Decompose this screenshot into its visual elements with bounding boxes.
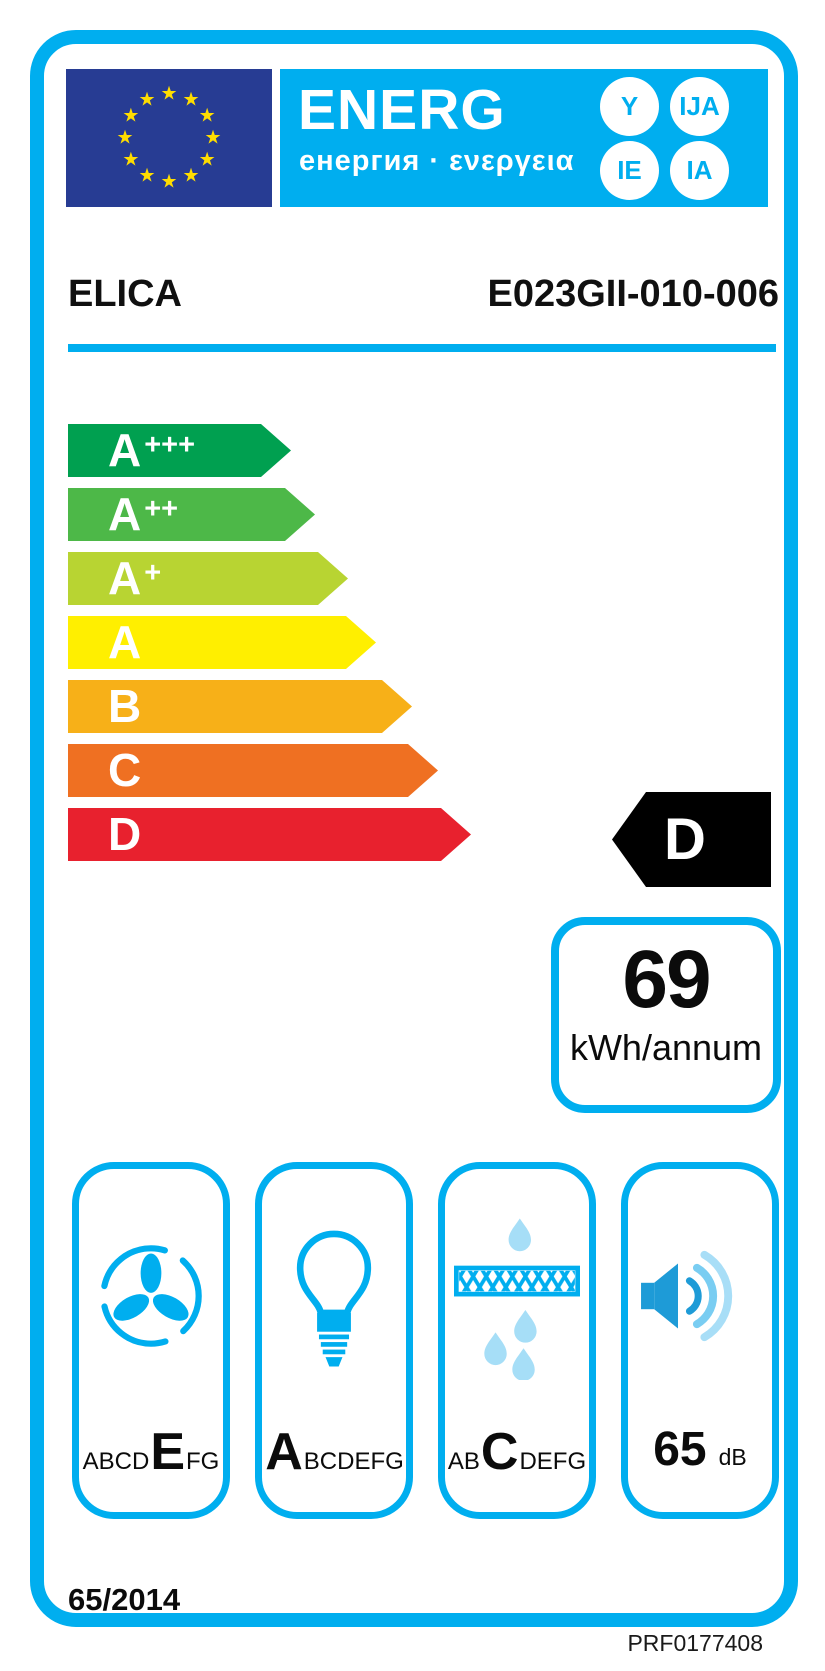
eu-star-icon: ★: [138, 165, 156, 187]
rating-arrow-d: D: [68, 808, 471, 861]
badge-y: Y: [600, 77, 659, 136]
rating-arrow-a++: A ++: [68, 488, 315, 541]
grease-filter-icon: [454, 1218, 580, 1380]
annual-energy-box: 69 kWh/annum: [551, 917, 781, 1113]
rating-scale: A +++ A ++ A + A B C D: [68, 424, 471, 872]
energy-label: ★ ★ ★ ★ ★ ★ ★ ★ ★ ★ ★ ★ ENERG енергия · ενεργεια Y …: [30, 30, 798, 1627]
brand-row: ELICA E023GII-010-006: [68, 266, 779, 316]
badge-ija: IJA: [670, 77, 729, 136]
energ-wordmark: ENERG: [298, 78, 506, 142]
reference-code: PRF0177408: [627, 1630, 763, 1656]
feature-grease-filter: AB C DEFG: [438, 1162, 596, 1519]
eu-star-icon: ★: [116, 127, 134, 149]
badge-ia: IA: [670, 141, 729, 200]
brand-name: ELICA: [68, 273, 182, 315]
eu-star-icon: ★: [182, 165, 200, 187]
feature-boxes: ABCD E FG A BCDEFG: [72, 1162, 779, 1519]
selected-rating-arrow: D: [612, 792, 771, 887]
feature-noise: 65 dB: [621, 1162, 779, 1519]
eu-star-icon: ★: [122, 105, 140, 127]
divider-rule: [68, 344, 776, 352]
rating-arrow-c: C: [68, 744, 438, 797]
eu-star-icon: ★: [198, 149, 216, 171]
language-badges: Y IJA IE IA: [600, 77, 730, 200]
rating-arrow-a+: A +: [68, 552, 348, 605]
rating-arrow-a+++: A +++: [68, 424, 291, 477]
badge-ie: IE: [600, 141, 659, 200]
model-number: E023GII-010-006: [487, 273, 779, 315]
annual-energy-unit: kWh/annum: [569, 1027, 763, 1068]
energ-subtitle: енергия · ενεργεια: [299, 145, 575, 177]
eu-star-icon: ★: [138, 89, 156, 111]
energ-header: ENERG енергия · ενεργεια Y IJA IE IA: [280, 69, 768, 207]
noise-text: 65 dB: [653, 1423, 747, 1476]
feature-lighting: A BCDEFG: [255, 1162, 413, 1519]
fan-icon: [100, 1244, 202, 1347]
eu-star-icon: ★: [198, 105, 216, 127]
eu-star-icon: ★: [204, 127, 222, 149]
regulation-number: 65/2014: [68, 1582, 181, 1617]
annual-energy-value: 69: [622, 934, 711, 1025]
feature-fluid-dynamic: ABCD E FG: [72, 1162, 230, 1519]
rating-arrow-a: A: [68, 616, 376, 669]
eu-star-icon: ★: [182, 89, 200, 111]
eu-star-icon: ★: [122, 149, 140, 171]
rating-arrow-b: B: [68, 680, 412, 733]
speaker-icon: [641, 1250, 733, 1341]
eu-star-icon: ★: [160, 83, 178, 105]
selected-rating-letter: D: [664, 807, 706, 872]
eu-flag-icon: ★ ★ ★ ★ ★ ★ ★ ★ ★ ★ ★ ★: [66, 69, 272, 207]
bulb-icon: [296, 1230, 372, 1366]
eu-star-icon: ★: [160, 171, 178, 193]
